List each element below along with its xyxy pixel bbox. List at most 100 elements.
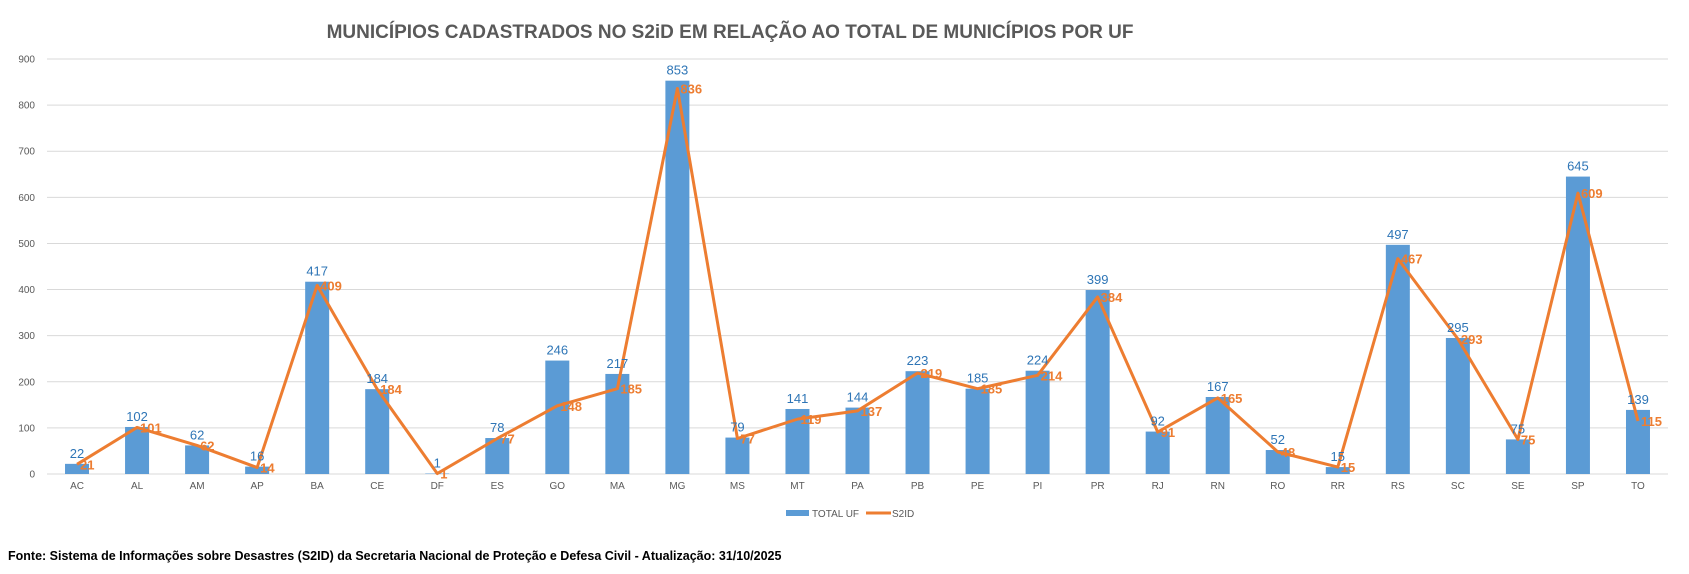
bar-value-label: 22 bbox=[70, 446, 84, 461]
y-tick-label: 600 bbox=[18, 193, 35, 204]
bar-series-total-uf bbox=[65, 80, 1650, 475]
line-value-label: 14 bbox=[260, 461, 275, 476]
x-category-label: RR bbox=[1331, 481, 1345, 492]
bar bbox=[1445, 337, 1470, 474]
line-value-label: 293 bbox=[1461, 332, 1483, 347]
bar-value-label: 52 bbox=[1271, 432, 1285, 447]
bar bbox=[665, 80, 690, 474]
line-value-label: 75 bbox=[1521, 432, 1535, 447]
x-category-label: AP bbox=[250, 481, 264, 492]
legend-swatch-total-uf bbox=[786, 510, 809, 516]
bar bbox=[1205, 396, 1230, 474]
x-category-label: MG bbox=[669, 481, 685, 492]
line-value-label: 62 bbox=[200, 438, 214, 453]
x-category-label: MT bbox=[790, 481, 804, 492]
bar-value-label: 15 bbox=[1331, 449, 1345, 464]
x-category-label: PI bbox=[1033, 481, 1042, 492]
source-footnote: Fonte: Sistema de Informações sobre Desa… bbox=[8, 549, 782, 563]
bar bbox=[125, 426, 150, 474]
bar bbox=[1385, 244, 1410, 474]
line-value-label: 409 bbox=[320, 278, 342, 293]
line-value-label: 115 bbox=[1641, 414, 1662, 429]
x-category-label: MS bbox=[730, 481, 745, 492]
x-category-label: RO bbox=[1270, 481, 1285, 492]
line-value-label: 101 bbox=[140, 420, 162, 435]
x-axis: AC AL AM AP BA CE DF ES GO MA MG MS MT PA PB PE PI PR RJ RN… bbox=[70, 481, 1645, 492]
line-value-label: 91 bbox=[1161, 425, 1175, 440]
bar bbox=[65, 463, 90, 474]
x-category-label: MA bbox=[610, 481, 625, 492]
bar-value-label: 185 bbox=[967, 371, 989, 386]
bar-value-label: 167 bbox=[1207, 379, 1229, 394]
line-value-label: 15 bbox=[1341, 460, 1355, 475]
line-value-label: 384 bbox=[1101, 290, 1123, 305]
line-value-label: 185 bbox=[620, 382, 642, 397]
bar-value-label: 141 bbox=[787, 391, 809, 406]
x-category-label: PA bbox=[851, 481, 864, 492]
x-category-label: DF bbox=[431, 481, 444, 492]
line-value-label: 185 bbox=[981, 382, 1003, 397]
x-category-label: SE bbox=[1511, 481, 1525, 492]
bar-value-label: 223 bbox=[907, 353, 929, 368]
x-category-label: PR bbox=[1091, 481, 1105, 492]
line-value-label: 48 bbox=[1281, 445, 1295, 460]
x-category-label: BA bbox=[310, 481, 324, 492]
bar-value-label: 645 bbox=[1567, 159, 1589, 174]
bar bbox=[1145, 431, 1170, 474]
bar-value-label: 92 bbox=[1150, 414, 1164, 429]
line-value-label: 609 bbox=[1581, 186, 1603, 201]
bar bbox=[905, 371, 930, 474]
x-category-label: AM bbox=[190, 481, 205, 492]
y-tick-label: 400 bbox=[18, 285, 35, 296]
bar-value-label: 853 bbox=[667, 63, 689, 78]
line-value-label: 214 bbox=[1041, 368, 1063, 383]
y-tick-label: 500 bbox=[18, 239, 35, 250]
line-value-label: 119 bbox=[800, 412, 821, 427]
chart-title: MUNICÍPIOS CADASTRADOS NO S2iD EM RELAÇÃ… bbox=[327, 21, 1134, 43]
line-value-label: 21 bbox=[80, 457, 94, 472]
legend: TOTAL UF S2ID bbox=[786, 509, 914, 520]
x-category-label: TO bbox=[1631, 481, 1645, 492]
combo-chart: MUNICÍPIOS CADASTRADOS NO S2iD EM RELAÇÃ… bbox=[18, 21, 1668, 520]
y-tick-label: 700 bbox=[18, 147, 35, 158]
bar-value-label: 246 bbox=[546, 343, 568, 358]
x-category-label: PE bbox=[971, 481, 985, 492]
line-value-label: 467 bbox=[1401, 252, 1423, 267]
line-value-label: 836 bbox=[680, 82, 702, 97]
bar bbox=[1505, 439, 1530, 474]
line-value-label: 137 bbox=[861, 404, 883, 419]
x-category-label: GO bbox=[550, 481, 566, 492]
legend-label-s2id: S2ID bbox=[892, 509, 914, 520]
y-axis: 0 100 200 300 400 500 600 700 800 900 bbox=[18, 55, 35, 481]
line-value-label: 219 bbox=[921, 366, 943, 381]
x-category-label: RN bbox=[1210, 481, 1224, 492]
line-value-label: 1 bbox=[440, 467, 447, 482]
x-category-label: ES bbox=[491, 481, 505, 492]
bar-value-label: 217 bbox=[607, 356, 629, 371]
bar-value-label: 139 bbox=[1627, 392, 1649, 407]
x-category-label: AL bbox=[131, 481, 144, 492]
x-category-label: AC bbox=[70, 481, 84, 492]
bar-value-label: 78 bbox=[490, 420, 504, 435]
bar bbox=[245, 466, 270, 474]
x-category-label: SC bbox=[1451, 481, 1465, 492]
y-tick-label: 200 bbox=[18, 377, 35, 388]
line-data-labels: 2110162144091841771481858367711913721918… bbox=[80, 82, 1662, 482]
bar-value-label: 497 bbox=[1387, 227, 1409, 242]
bar-value-label: 399 bbox=[1087, 272, 1109, 287]
x-category-label: CE bbox=[370, 481, 384, 492]
bar bbox=[1085, 290, 1110, 474]
bar-value-label: 62 bbox=[190, 427, 204, 442]
bar-value-label: 417 bbox=[306, 264, 328, 279]
bar-value-label: 184 bbox=[366, 371, 388, 386]
x-category-label: PB bbox=[911, 481, 925, 492]
y-tick-label: 100 bbox=[18, 423, 35, 434]
y-tick-label: 900 bbox=[18, 55, 35, 66]
bar bbox=[965, 388, 990, 474]
bar-value-label: 102 bbox=[126, 409, 148, 424]
bar-value-label: 79 bbox=[730, 420, 744, 435]
line-value-label: 184 bbox=[380, 382, 402, 397]
line-series-s2id bbox=[76, 87, 1640, 476]
bar bbox=[185, 445, 210, 474]
bar bbox=[545, 360, 570, 474]
